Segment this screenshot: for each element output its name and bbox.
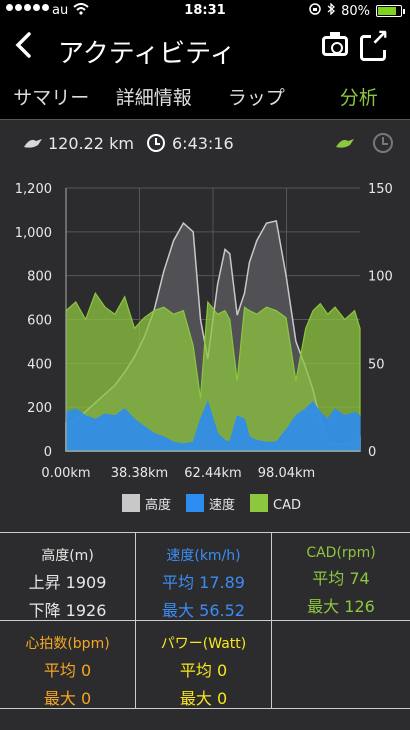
stat-cadence-max: 最大 126 [307,597,375,616]
x-tick-label: 38.38km [111,466,168,481]
status-bar: au 18:31 80% [0,0,410,22]
legend-label: 速度 [209,497,235,513]
legend-swatch [250,494,268,512]
stat-empty [272,621,410,709]
stat-heart-avg: 平均 0 [43,661,92,680]
camera-icon[interactable] [322,32,348,56]
stat-speed-max: 最大 56.52 [162,601,245,620]
y-right-tick-label: 150 [368,182,393,197]
wifi-icon [73,3,89,19]
y-left-tick-label: 200 [27,401,52,416]
nav-bar: アクティビティ [0,22,410,76]
stat-power-avg: 平均 0 [179,661,228,680]
y-left-tick-label: 600 [27,314,52,329]
x-tick-label: 62.44km [184,466,241,481]
x-tick-label: 0.00km [41,466,90,481]
page-title: アクティビティ [58,39,236,69]
series-cadence-area [65,291,361,452]
stat-heart-rate: 心拍数(bpm) 平均 0 最大 0 [0,621,136,709]
status-right: 80% [309,2,405,19]
y-left-tick-label: 800 [27,270,52,285]
y-left-tick-label: 1,000 [15,226,52,241]
tab-details[interactable]: 詳細情報 [115,87,192,109]
stat-heart-title: 心拍数(bpm) [25,636,110,652]
y-left-tick-label: 400 [27,357,52,372]
tab-laps[interactable]: ラップ [227,87,285,109]
legend-swatch [186,494,204,512]
legend-swatch [122,494,140,512]
bluetooth-icon [327,2,336,19]
stat-cadence: CAD(rpm) 平均 74 最大 126 [272,533,410,621]
tab-summary[interactable]: サマリー [13,87,90,109]
stats-grid: 高度(m) 上昇 1909 下降 1926 速度(km/h) 平均 17.89 … [0,532,410,710]
stat-power: パワー(Watt) 平均 0 最大 0 [136,621,272,709]
stat-cadence-avg: 平均 74 [312,569,370,588]
battery-percent: 80% [341,3,370,19]
back-arrow-icon[interactable] [14,30,32,68]
stat-speed-avg: 平均 17.89 [162,573,245,592]
distance-value: 120.22 km [48,134,134,153]
legend-label: 高度 [145,497,171,513]
cycling-icon [24,139,42,148]
stat-altitude-descent: 下降 1926 [28,601,107,620]
carrier-label: au [52,3,69,18]
y-left-tick-label: 1,200 [15,182,52,197]
signal-strength-icon [6,4,49,11]
tab-bar: サマリー 詳細情報 ラップ 分析 [0,76,410,120]
stat-speed-title: 速度(km/h) [166,548,241,564]
time-mode-icon[interactable] [373,133,393,153]
analysis-chart: 0 200 400 600 800 1,000 1,200 0 50 100 150 0.00km 38… [0,168,410,530]
duration-value: 6:43:16 [172,134,234,153]
y-right-tick-label: 100 [368,270,393,285]
status-time: 18:31 [184,3,226,18]
stat-heart-max: 最大 0 [43,689,92,708]
rotation-lock-icon [309,3,321,19]
activity-summary: 120.22 km 6:43:16 [0,121,410,165]
chart-svg: 0 200 400 600 800 1,000 1,200 0 50 100 150 0.00km 38… [15,182,393,513]
y-right-tick-label: 50 [368,357,385,372]
series-speed-area [65,400,361,452]
x-tick-label: 98.04km [258,466,315,481]
stat-power-max: 最大 0 [179,689,228,708]
y-left-tick-label: 0 [44,445,52,460]
distance-mode-icon[interactable] [334,135,356,151]
y-right-tick-label: 0 [368,445,376,460]
stat-altitude: 高度(m) 上昇 1909 下降 1926 [0,533,136,621]
stat-altitude-ascent: 上昇 1909 [28,573,107,592]
stat-altitude-title: 高度(m) [41,548,94,564]
battery-icon [376,5,405,17]
stat-power-title: パワー(Watt) [160,636,247,652]
legend-label: CAD [273,498,301,513]
stat-cadence-title: CAD(rpm) [306,545,376,561]
share-icon[interactable] [360,28,389,61]
clock-icon [147,134,165,152]
bottom-spacer [0,710,410,730]
stat-speed: 速度(km/h) 平均 17.89 最大 56.52 [136,533,272,621]
tab-analysis[interactable]: 分析 [339,87,378,109]
